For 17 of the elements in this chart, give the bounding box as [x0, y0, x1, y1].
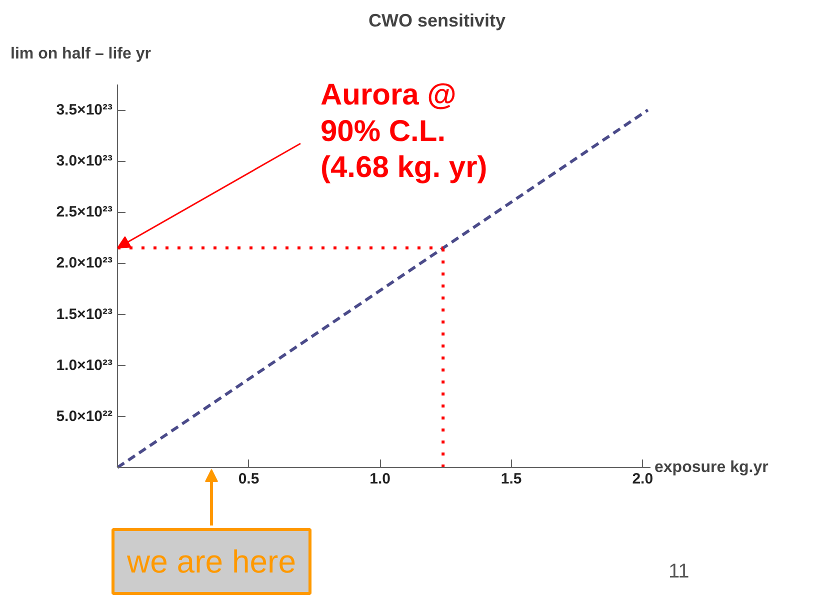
y-tick-label: 5.0×10²²	[56, 408, 113, 425]
y-tick-label: 3.0×10²³	[56, 152, 113, 170]
x-tick-label: 0.5	[238, 470, 260, 488]
x-axis-title: exposure kg.yr	[654, 459, 768, 476]
x-tick-label: 1.0	[370, 470, 390, 488]
annotation: Aurora @ 90% C.L. (4.68 kg. yr)	[320, 78, 488, 184]
text: we are here	[126, 544, 296, 580]
text: 11	[668, 560, 690, 582]
x-tick-label: 2.0	[632, 470, 654, 488]
chart-title: CWO sensitivity	[368, 10, 506, 30]
y-tick-label: 2.0×10²³	[56, 254, 113, 272]
y-tick-label: 1.0×10²³	[56, 356, 113, 374]
y-tick-label: 1.5×10²³	[56, 306, 113, 323]
y-axis-title: lim on half – life yr	[10, 46, 151, 62]
y-tick-label: 2.5×10²³	[56, 204, 113, 221]
y-tick-label: 3.5×10²³	[56, 102, 113, 119]
x-tick-label: 1.5	[500, 470, 522, 488]
